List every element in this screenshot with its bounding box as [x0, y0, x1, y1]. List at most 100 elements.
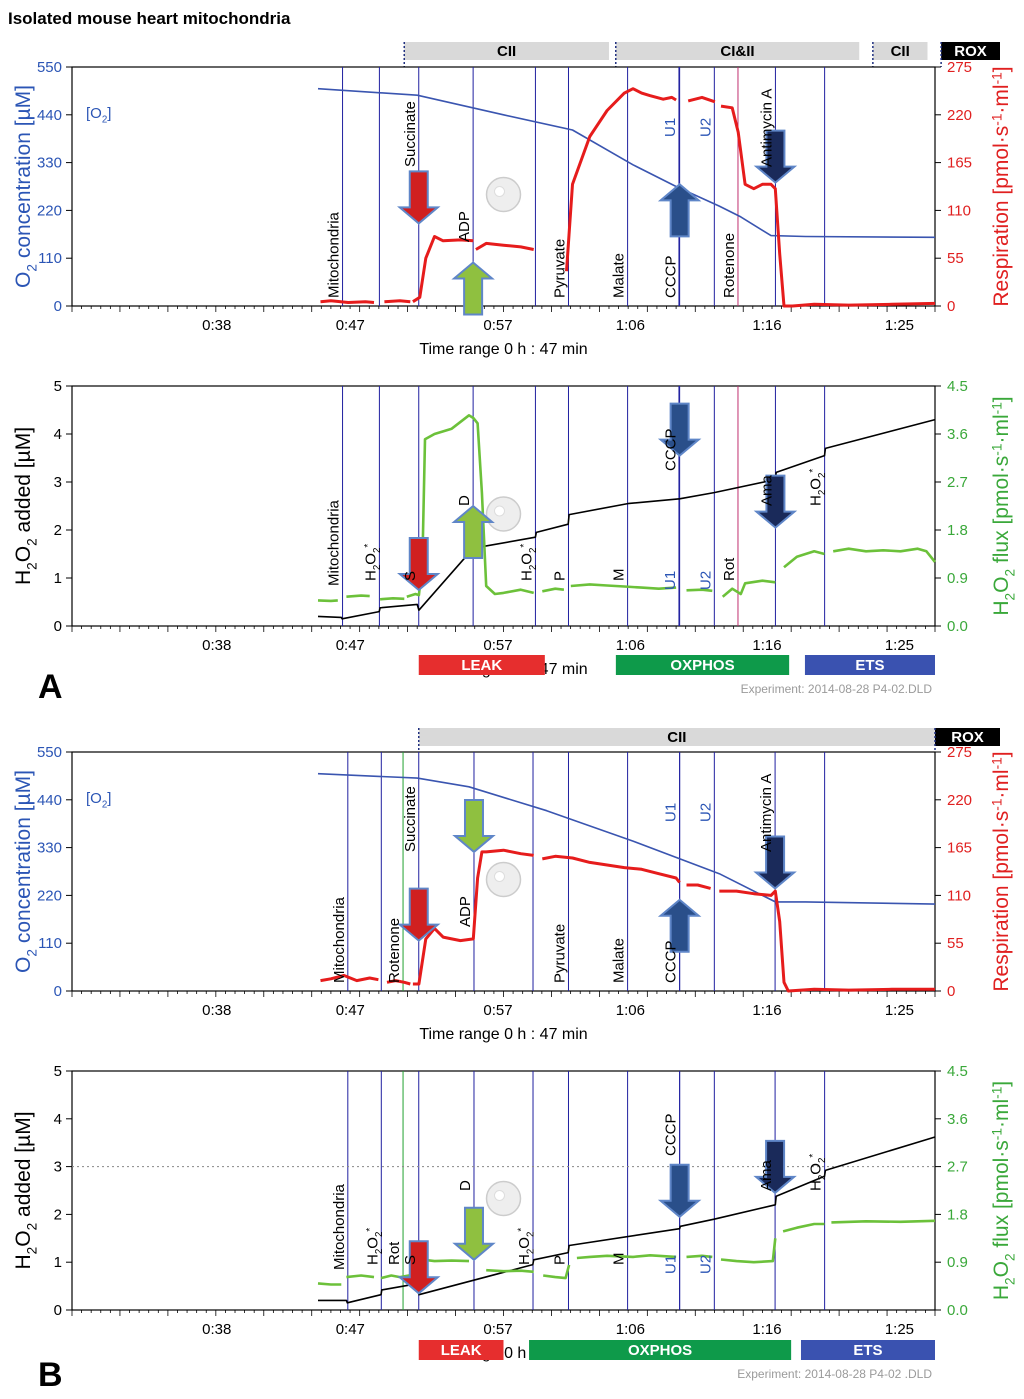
- event-label: S: [402, 571, 419, 581]
- event-label: CCCP: [663, 940, 680, 983]
- left-tick-label: 220: [37, 887, 62, 904]
- right-tick-label: 2.7: [947, 1159, 968, 1176]
- h2o2-flux-line: [346, 1274, 375, 1279]
- right-tick-label: 4.5: [947, 1063, 968, 1080]
- left-tick-label: 1: [54, 1254, 62, 1271]
- time-tick-label: 0:57: [483, 1002, 512, 1019]
- event-label: M: [611, 1253, 628, 1266]
- time-tick-label: 0:47: [336, 317, 365, 334]
- state-bar-label: CII: [497, 43, 516, 60]
- event-label: Rot: [386, 1241, 403, 1265]
- left-tick-label: 0: [54, 298, 62, 315]
- right-tick-label: 165: [947, 155, 972, 172]
- time-tick-label: 1:06: [616, 1002, 645, 1019]
- h2o2-flux-line: [686, 1254, 713, 1259]
- right-tick-label: 0.9: [947, 1254, 968, 1271]
- state-bar-label: CII: [667, 729, 686, 746]
- protocol-bar: [615, 655, 790, 675]
- titration-arrow: [753, 1139, 797, 1195]
- event-label: P: [551, 571, 568, 581]
- oroboros-watermark-eye: [494, 505, 505, 517]
- state-bar: [418, 728, 935, 746]
- titration-arrow: [397, 170, 441, 225]
- h2o2-flux-line: [346, 594, 370, 598]
- respiration-line: [320, 973, 379, 983]
- time-tick-label: 1:06: [616, 317, 645, 334]
- time-range-label: Time range 0 h : 47 min: [419, 341, 587, 358]
- respiration-line: [320, 299, 375, 304]
- right-axis-title: Respiration [pmol·s-1​·ml-1​]: [990, 751, 1013, 991]
- event-label: U1: [663, 1255, 680, 1274]
- event-label: Malate: [611, 938, 628, 983]
- left-tick-label: 2: [54, 1206, 62, 1223]
- left-axis-title: O2​ concentration [µM]: [12, 85, 39, 288]
- protocol-bar-label: ETS: [855, 657, 884, 674]
- right-tick-label: 0.9: [947, 570, 968, 587]
- time-tick-label: 0:38: [202, 1321, 231, 1338]
- event-label: Pyruvate: [551, 924, 568, 983]
- experiment-label: Experiment: 2014-08-28 P4-02 .DLD: [737, 1367, 932, 1381]
- respiration-line: [542, 854, 681, 884]
- protocol-bar: [418, 1340, 504, 1360]
- event-label: Pyruvate: [551, 239, 568, 298]
- state-bar-label: ROX: [951, 729, 984, 746]
- event-label: H2O2​*​: [808, 1154, 829, 1191]
- experiment-label: Experiment: 2014-08-28 P4-02.DLD: [741, 682, 933, 696]
- h2o2-flux-line: [782, 1222, 825, 1233]
- time-tick-label: 1:06: [616, 1321, 645, 1338]
- left-axis-title: H2O2​ added [µM]: [12, 427, 39, 585]
- figure-title: Isolated mouse heart mitochondria: [8, 9, 291, 28]
- panel-letter: B: [38, 1356, 63, 1394]
- left-tick-label: 550: [37, 744, 62, 761]
- left-tick-label: 0: [54, 1302, 62, 1319]
- event-label: CCCP: [663, 255, 680, 298]
- respiration-line: [565, 87, 677, 272]
- o2-series-label: [O2​]: [86, 790, 111, 811]
- h2o2-flux-line: [486, 1268, 534, 1274]
- event-label: Rot: [721, 557, 738, 581]
- right-tick-label: 165: [947, 840, 972, 857]
- event-label: U2: [697, 803, 714, 822]
- oroboros-watermark-eye: [494, 1190, 505, 1201]
- right-axis-title: Respiration [pmol·s-1​·ml-1​]: [990, 66, 1013, 306]
- time-tick-label: 0:38: [202, 317, 231, 334]
- protocol-bar-label: LEAK: [461, 657, 502, 674]
- state-bar: [935, 728, 1000, 746]
- titration-arrow: [657, 183, 702, 238]
- event-label: H2O2​*​: [518, 544, 539, 581]
- time-tick-label: 0:47: [336, 637, 365, 654]
- protocol-bar-label: LEAK: [441, 1342, 482, 1359]
- event-label: Rotenone: [386, 918, 403, 983]
- protocol-bar-label: OXPHOS: [670, 657, 734, 674]
- left-tick-label: 5: [54, 378, 62, 395]
- titration-arrow: [657, 402, 702, 457]
- event-label: D: [457, 1180, 474, 1191]
- left-tick-label: 3: [54, 1159, 62, 1176]
- left-tick-label: 4: [54, 426, 62, 443]
- time-tick-label: 1:16: [752, 1321, 781, 1338]
- left-axis-title: H2O2​ added [µM]: [12, 1111, 39, 1269]
- state-bar: [615, 42, 860, 60]
- h2o2-flux-line: [542, 587, 565, 593]
- event-label: U1: [663, 803, 680, 822]
- left-tick-label: 110: [38, 250, 62, 267]
- right-tick-label: 4.5: [947, 378, 968, 395]
- titration-arrow: [397, 1240, 441, 1295]
- respiration-line: [687, 95, 716, 104]
- protocol-bar: [418, 655, 545, 675]
- time-tick-label: 1:16: [752, 637, 781, 654]
- left-axis-title: O2​ concentration [µM]: [12, 770, 39, 973]
- left-tick-label: 5: [54, 1063, 62, 1080]
- titration-arrow: [397, 887, 441, 942]
- h2o2-flux-line: [543, 1264, 571, 1280]
- time-tick-label: 1:16: [752, 317, 781, 334]
- event-label: Mitochondria: [331, 896, 348, 983]
- respiration-line: [719, 889, 935, 993]
- right-tick-label: 0.0: [947, 1302, 968, 1319]
- time-tick-label: 0:57: [483, 1321, 512, 1338]
- event-label: Malate: [611, 253, 628, 298]
- respiration-line: [384, 299, 411, 304]
- time-tick-label: 0:47: [336, 1002, 365, 1019]
- o2-series-label: [O2​]: [86, 105, 111, 126]
